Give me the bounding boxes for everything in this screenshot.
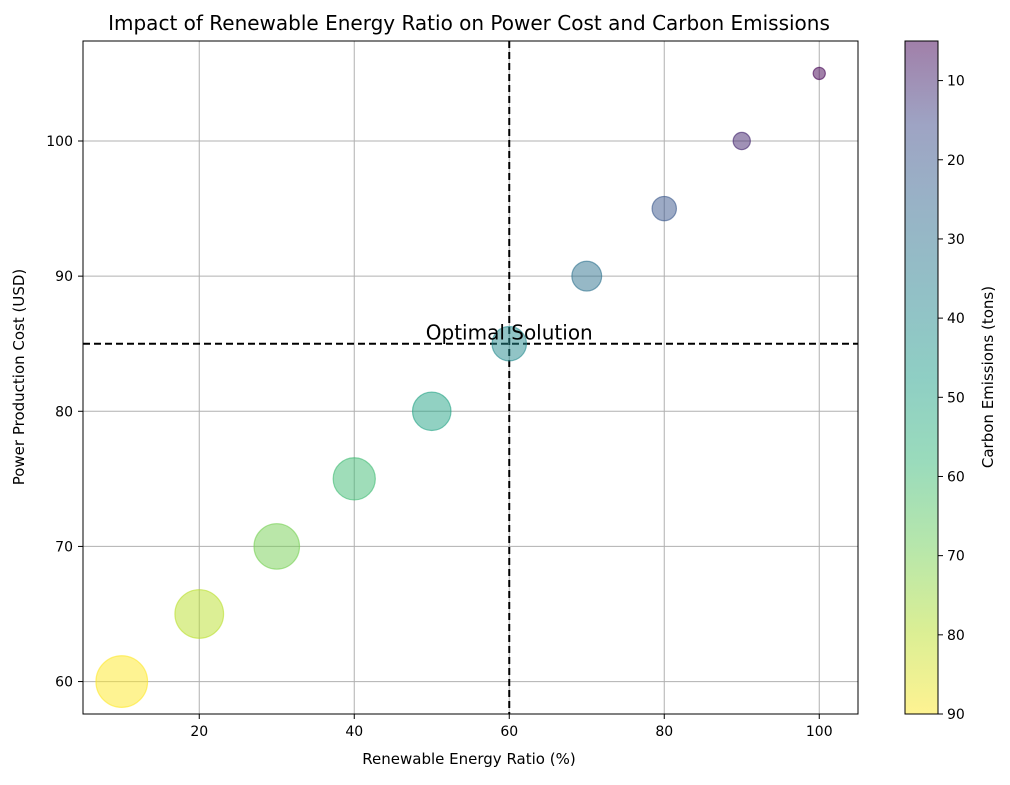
colorbar-tick-label: 80 [947, 628, 965, 644]
data-point-4 [332, 457, 376, 501]
data-point-3 [253, 523, 301, 570]
data-point-1 [95, 655, 149, 708]
y-tick-label: 60 [55, 675, 73, 691]
x-tick-label: 40 [345, 724, 363, 740]
colorbar-tick-label: 50 [947, 390, 965, 406]
colorbar [905, 41, 938, 714]
x-axis-label: Renewable Energy Ratio (%) [362, 750, 575, 768]
reference-lines [83, 41, 858, 714]
x-tick-label: 20 [190, 724, 208, 740]
y-tick-label: 90 [55, 269, 73, 285]
data-point-9 [732, 131, 751, 151]
x-tick-label: 60 [500, 724, 518, 740]
chart-title: Impact of Renewable Energy Ratio on Powe… [108, 11, 830, 35]
colorbar-tick-label: 60 [947, 469, 965, 485]
data-point-8 [651, 195, 678, 222]
data-point-2 [174, 589, 225, 639]
plot-area-frame [82, 40, 859, 715]
y-tick-label: 100 [46, 134, 73, 150]
y-axis-label: Power Production Cost (USD) [10, 269, 28, 486]
colorbar-tick-label: 10 [947, 74, 965, 90]
colorbar-tick-label: 40 [947, 311, 965, 327]
data-point-10 [812, 66, 826, 81]
y-tick-label: 80 [55, 404, 73, 420]
colorbar-tick-label: 70 [947, 549, 965, 565]
colorbar-tick-label: 90 [947, 707, 965, 723]
optimal-solution-annotation: Optimal Solution [426, 321, 593, 345]
data-point-6 [491, 325, 528, 362]
data-points [95, 66, 826, 708]
y-tick-label: 70 [55, 539, 73, 555]
x-tick-label: 80 [655, 724, 673, 740]
x-axis-ticks: 20 40 60 80 100 [190, 714, 833, 740]
data-point-7 [571, 260, 603, 292]
colorbar-label: Carbon Emissions (tons) [979, 286, 997, 468]
colorbar-tick-label: 30 [947, 232, 965, 248]
colorbar-tick-label: 20 [947, 153, 965, 169]
y-axis-ticks: 60 70 80 90 100 [46, 134, 83, 691]
colorbar-ticks: 10 20 30 40 50 60 70 80 90 [938, 74, 965, 723]
colorbar-frame [904, 40, 939, 715]
x-tick-label: 100 [806, 724, 833, 740]
data-point-5 [411, 391, 452, 432]
